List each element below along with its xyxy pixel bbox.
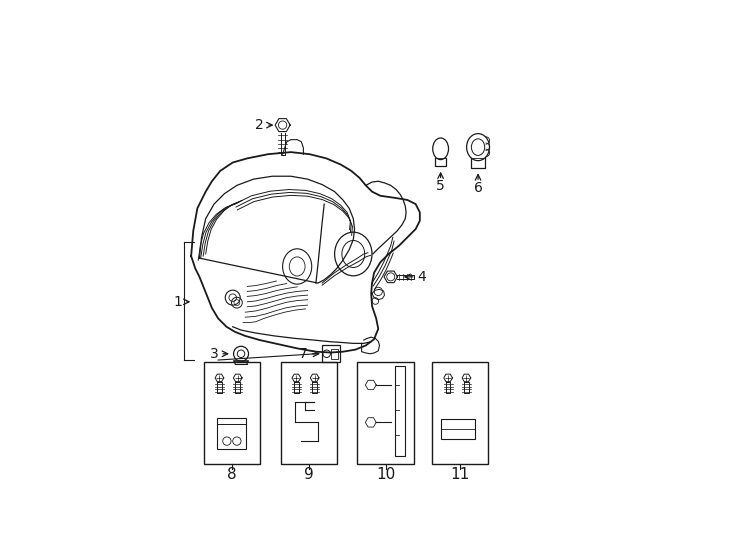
Bar [217,418,246,449]
Text: 11: 11 [451,467,470,482]
Text: 6: 6 [473,181,482,195]
Text: 1: 1 [173,295,182,309]
Bar [395,366,405,456]
Text: 8: 8 [227,467,236,482]
Text: 5: 5 [436,179,445,193]
Text: 3: 3 [210,347,219,361]
Bar [441,419,475,439]
Bar [432,362,488,464]
Text: 7: 7 [299,347,308,361]
Bar [331,349,338,359]
Text: 9: 9 [304,467,313,482]
Bar [280,362,337,464]
Bar [322,346,340,362]
Bar [203,362,260,464]
Text: 4: 4 [418,270,426,284]
Text: 2: 2 [255,118,264,132]
Bar [357,362,413,464]
Text: 10: 10 [376,467,395,482]
